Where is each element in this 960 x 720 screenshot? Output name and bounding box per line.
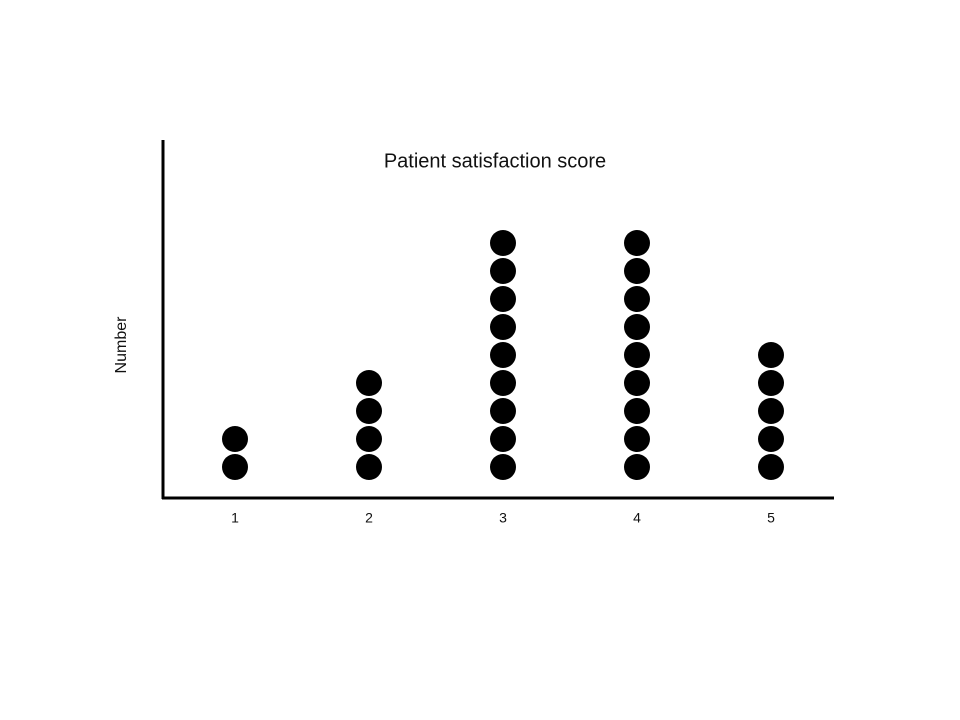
dot: [356, 370, 382, 396]
dot: [624, 370, 650, 396]
dot: [490, 370, 516, 396]
dot: [624, 230, 650, 256]
dot: [624, 454, 650, 480]
dot: [490, 230, 516, 256]
y-axis-label: Number: [113, 316, 130, 374]
dot-column: [222, 426, 248, 480]
dot-column: [490, 230, 516, 480]
dot: [758, 398, 784, 424]
dot: [490, 342, 516, 368]
x-tick-label: 3: [499, 510, 507, 526]
chart-title: Patient satisfaction score: [384, 150, 606, 172]
dot: [222, 426, 248, 452]
dot: [758, 370, 784, 396]
dot: [490, 454, 516, 480]
dot: [624, 314, 650, 340]
dot-column: [758, 342, 784, 480]
dot-column: [624, 230, 650, 480]
dot: [624, 398, 650, 424]
dot: [356, 426, 382, 452]
dot: [624, 286, 650, 312]
dot-column: [356, 370, 382, 480]
dot: [624, 258, 650, 284]
dot: [490, 314, 516, 340]
dot: [356, 398, 382, 424]
dot: [758, 454, 784, 480]
dot: [490, 398, 516, 424]
dot: [222, 454, 248, 480]
dot: [490, 258, 516, 284]
x-tick-label: 5: [767, 510, 775, 526]
x-tick-label: 2: [365, 510, 373, 526]
dot: [758, 342, 784, 368]
dot: [490, 426, 516, 452]
dot: [758, 426, 784, 452]
dot: [624, 342, 650, 368]
dot: [490, 286, 516, 312]
dot: [356, 454, 382, 480]
x-tick-label: 1: [231, 510, 239, 526]
dot: [624, 426, 650, 452]
x-tick-label: 4: [633, 510, 641, 526]
